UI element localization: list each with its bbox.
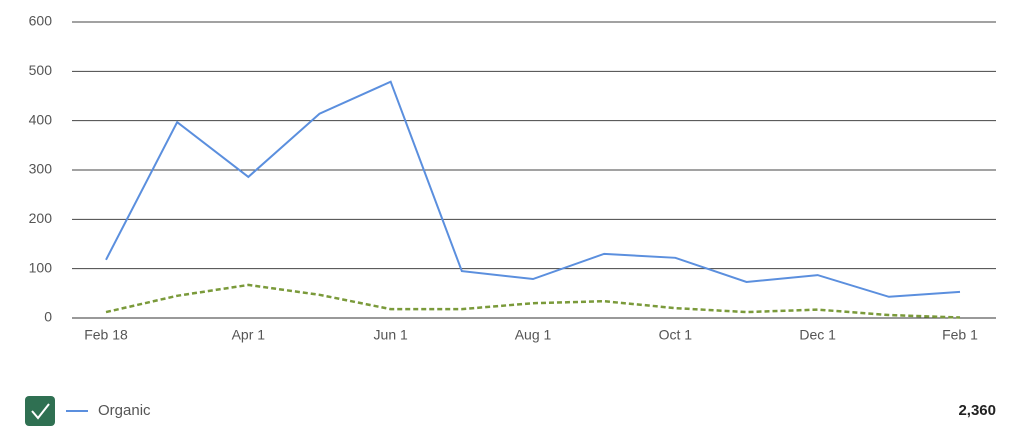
checkbox[interactable] [25, 396, 55, 426]
legend-checkbox[interactable] [25, 396, 55, 426]
x-tick-label: Feb 18 [84, 327, 128, 343]
y-tick-label: 0 [44, 309, 52, 325]
y-tick-label: 600 [29, 13, 53, 29]
x-tick-label: Apr 1 [232, 327, 266, 343]
legend-total: 2,360 [958, 402, 996, 419]
y-tick-label: 400 [29, 111, 53, 127]
checkmark [31, 403, 50, 420]
x-tick-label: Aug 1 [515, 327, 552, 343]
x-tick-label: Oct 1 [659, 327, 693, 343]
legend-label: Organic [98, 402, 151, 419]
series-line [105, 80, 961, 298]
y-tick-label: 500 [29, 62, 53, 78]
x-tick-label: Dec 1 [799, 327, 836, 343]
y-tick-label: 200 [29, 210, 53, 226]
x-tick-label: Jun 1 [374, 327, 408, 343]
series-line [105, 283, 961, 319]
x-tick-label: Feb 1 [942, 327, 978, 343]
y-tick-label: 300 [29, 161, 53, 177]
y-tick-label: 100 [29, 259, 53, 275]
